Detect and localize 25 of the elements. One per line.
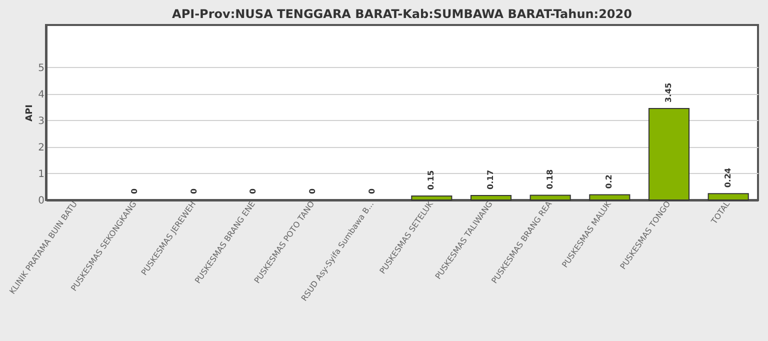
bar <box>530 194 571 200</box>
y-tick-label: 4 <box>38 89 44 100</box>
data-label: 0.2 <box>604 174 614 189</box>
bar <box>589 194 630 200</box>
data-label: 0.15 <box>426 170 436 190</box>
y-tick-label: 0 <box>38 196 44 206</box>
y-axis-title: API <box>25 104 36 122</box>
y-tick-label: 2 <box>38 142 44 154</box>
data-label: 0 <box>248 188 258 194</box>
data-label: 0.24 <box>723 167 732 188</box>
chart-title: API-Prov:NUSA TENGGARA BARAT-Kab:SUMBAWA BARAT-Tahun:2020 <box>172 7 632 21</box>
data-label: 0.17 <box>486 170 495 190</box>
data-label: 0 <box>130 188 139 194</box>
data-label: 0.18 <box>545 169 554 190</box>
y-tick-label: 5 <box>38 62 44 74</box>
y-tick-label: 1 <box>38 168 44 180</box>
bar <box>648 108 690 200</box>
bar <box>708 193 749 200</box>
bar <box>470 194 512 200</box>
data-label: 0 <box>189 188 198 194</box>
data-label: 3.45 <box>664 82 673 103</box>
bar <box>411 196 452 200</box>
data-label: 0 <box>367 188 376 194</box>
data-label: 0 <box>308 188 317 194</box>
y-tick-label: 3 <box>38 116 44 127</box>
